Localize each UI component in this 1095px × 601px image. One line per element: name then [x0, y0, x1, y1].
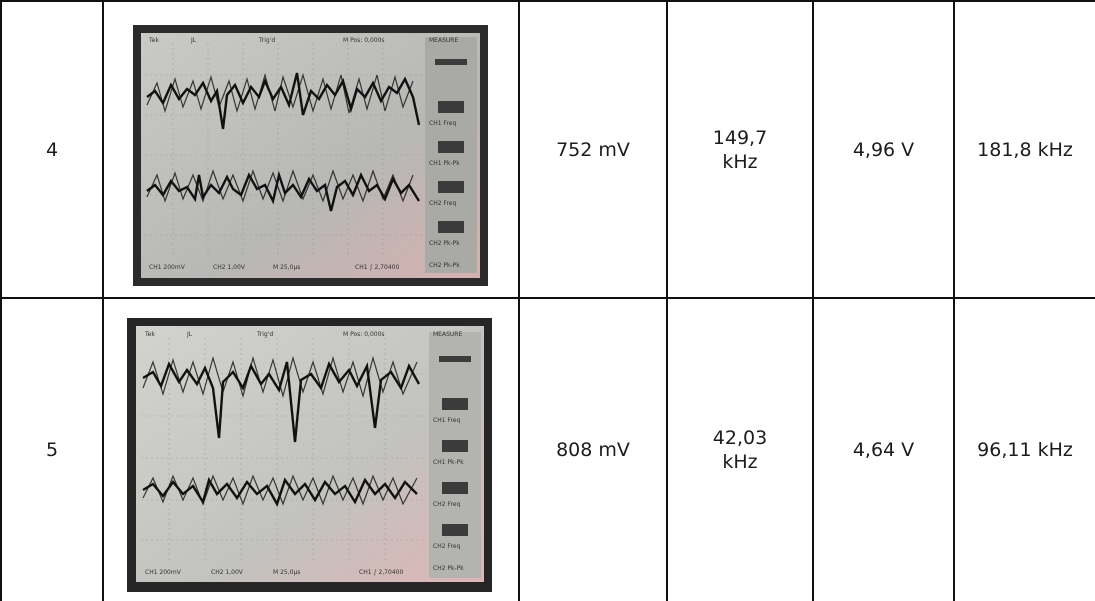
- scope-footer: M 25,0µs: [273, 569, 300, 576]
- voltage-cell: 808 mV: [520, 299, 666, 601]
- scope-menu-item: CH1 Freq: [433, 417, 460, 424]
- column-divider: [518, 0, 520, 601]
- scope-menu-item: CH2 Freq: [429, 200, 456, 207]
- scope-header: Trig'd: [258, 37, 275, 44]
- row-index: 4: [45, 138, 59, 161]
- scope-header: Tek: [144, 331, 155, 338]
- frequency-cell: 181,8 kHz: [955, 2, 1095, 297]
- scope-menu-item: CH1 Freq: [429, 120, 456, 127]
- scope-menu-item: CH2 Pk-Pk: [429, 262, 460, 269]
- row-index: 5: [45, 439, 59, 461]
- table-left-border: [0, 0, 2, 601]
- scope-footer: CH2 1,00V: [213, 264, 246, 271]
- table-top-border: [0, 0, 1095, 2]
- column-divider: [953, 0, 955, 601]
- voltage-cell: 752 mV: [520, 2, 666, 297]
- oscilloscope-photo: Tek JL Trig'd M Pos: 0,000s MEASURE CH1 …: [133, 25, 488, 286]
- scope-footer: M 25,0µs: [273, 264, 300, 271]
- row-index-cell: 4: [2, 2, 102, 297]
- scope-menu-item: CH2 Freq: [433, 543, 460, 550]
- table-row-divider: [0, 297, 1095, 299]
- scope-menu-item: CH1 Pk-Pk: [429, 160, 460, 167]
- frequency-value: 96,11 kHz: [977, 439, 1073, 461]
- scope-header: JL: [186, 331, 193, 338]
- scope-header: JL: [190, 37, 197, 44]
- frequency-cell: 96,11 kHz: [955, 299, 1095, 601]
- oscilloscope-photo: Tek JL Trig'd M Pos: 0,000s MEASURE CH1 …: [127, 318, 492, 592]
- scope-header: MEASURE: [433, 331, 462, 338]
- scope-header: Trig'd: [256, 331, 273, 338]
- scope-header: MEASURE: [429, 37, 458, 44]
- row-index-cell: 5: [2, 299, 102, 601]
- scope-menu-item: CH2 Pk-Pk: [433, 565, 464, 572]
- frequency-value: 181,8 kHz: [977, 138, 1073, 161]
- scope-footer: CH1 200mV: [145, 569, 182, 576]
- voltage-value: 752 mV: [556, 138, 630, 161]
- scope-header: M Pos: 0,000s: [343, 331, 385, 338]
- scope-header: M Pos: 0,000s: [343, 37, 385, 44]
- scope-footer: CH1 ∫ 2,70400: [359, 569, 403, 576]
- voltage-value: 4,96 V: [852, 138, 915, 161]
- column-divider: [812, 0, 814, 601]
- voltage-cell: 4,96 V: [814, 2, 953, 297]
- column-divider: [102, 0, 104, 601]
- scope-footer: CH2 1,00V: [211, 569, 244, 576]
- voltage-cell: 4,64 V: [814, 299, 953, 601]
- scope-menu-item: CH2 Pk-Pk: [429, 240, 460, 247]
- scope-footer: CH1 200mV: [149, 264, 186, 271]
- frequency-cell: 42,03 kHz: [668, 299, 812, 601]
- scope-header: Tek: [148, 37, 159, 44]
- frequency-cell: 149,7 kHz: [668, 2, 812, 297]
- frequency-value: 42,03 kHz: [712, 427, 768, 473]
- scope-footer: CH1 ∫ 2,70400: [355, 264, 399, 271]
- voltage-value: 4,64 V: [852, 439, 915, 461]
- frequency-value: 149,7 kHz: [712, 126, 768, 173]
- voltage-value: 808 mV: [556, 439, 630, 461]
- scope-menu-item: CH2 Freq: [433, 501, 460, 508]
- column-divider: [666, 0, 668, 601]
- scope-menu-item: CH1 Pk-Pk: [433, 459, 464, 466]
